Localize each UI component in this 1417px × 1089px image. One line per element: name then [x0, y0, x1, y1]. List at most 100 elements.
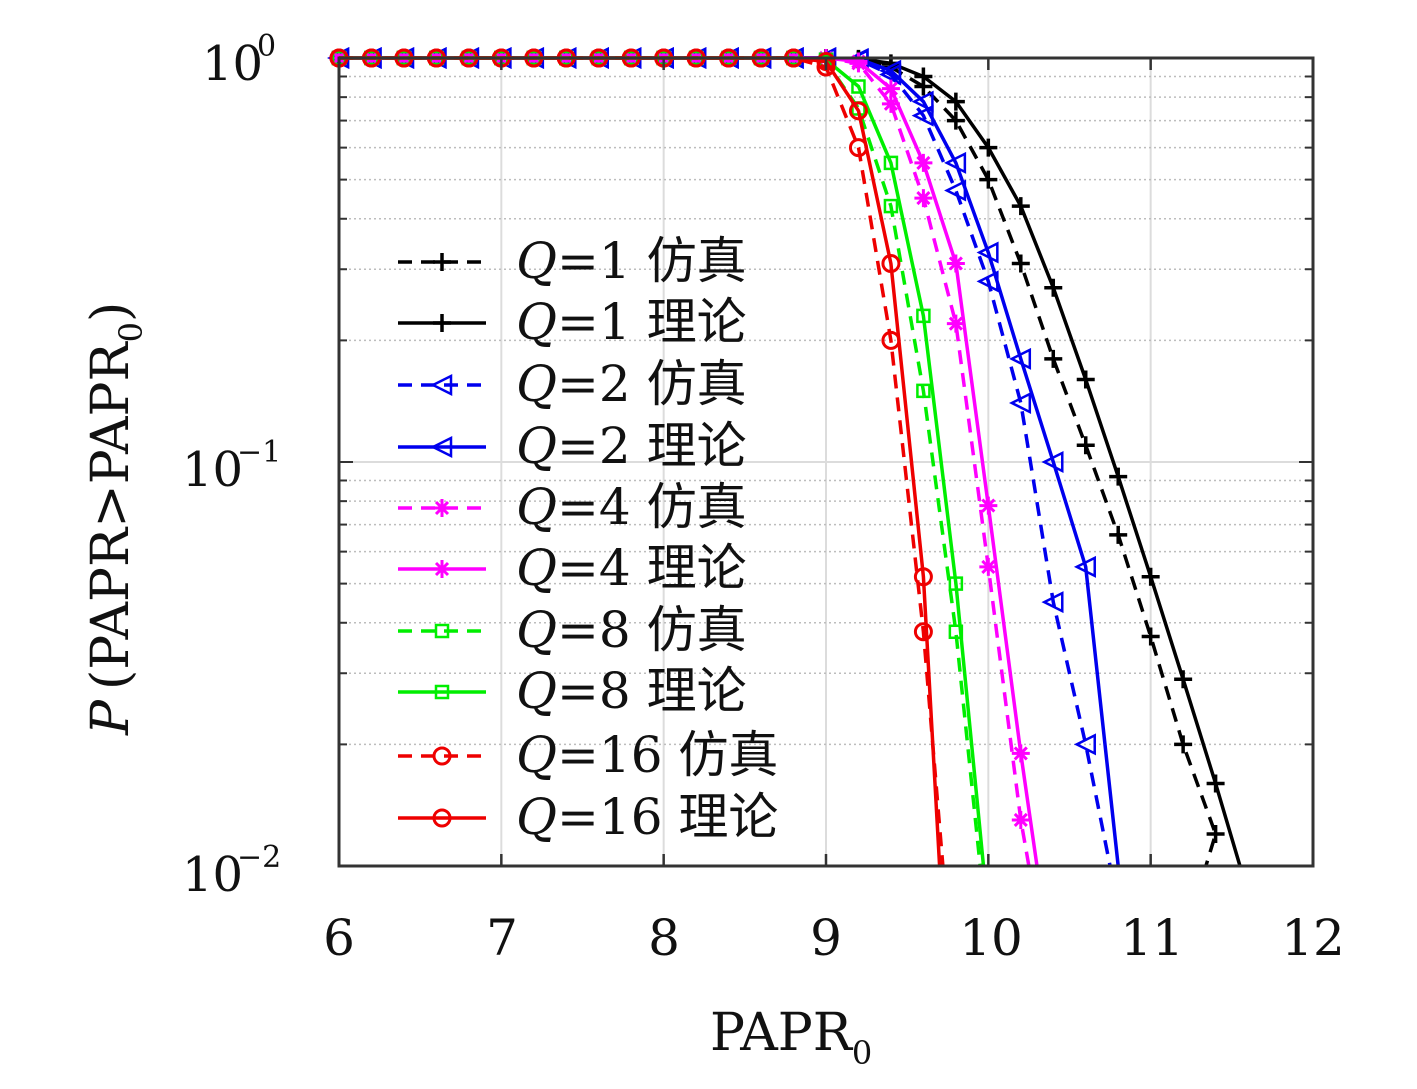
data-point-marker	[1076, 436, 1095, 455]
x-tick-label: 10	[959, 909, 1023, 967]
data-point-marker	[881, 253, 901, 273]
legend-label: Q=1 理论	[516, 293, 747, 351]
data-point-marker	[432, 808, 452, 828]
data-point-marker	[1009, 347, 1032, 370]
data-point-marker	[1011, 744, 1030, 763]
data-point-marker	[1073, 555, 1096, 578]
data-point-marker	[1011, 254, 1030, 273]
data-point-marker	[914, 67, 933, 86]
data-point-marker	[432, 746, 452, 766]
data-point-marker	[1041, 591, 1064, 614]
data-point-marker	[948, 576, 964, 591]
x-tick-label: 8	[648, 909, 680, 967]
data-point-marker	[848, 101, 868, 121]
data-point-marker	[433, 499, 451, 517]
data-point-marker	[851, 79, 866, 94]
legend-label: Q=8 理论	[516, 662, 747, 720]
data-point-marker	[946, 254, 965, 273]
data-point-marker	[979, 496, 998, 515]
legend-entry: Q=16 理论	[398, 788, 778, 846]
x-tick-label: 7	[486, 909, 518, 967]
data-point-marker	[1206, 825, 1225, 844]
y-tick-base: 10	[182, 442, 243, 498]
data-point-marker	[979, 170, 998, 189]
y-tick-exponent: −1	[237, 435, 281, 470]
legend-label: Q=4 仿真	[516, 478, 747, 536]
legend-label: Q=16 仿真	[516, 726, 778, 784]
data-point-marker	[976, 241, 999, 264]
data-point-marker	[913, 567, 933, 587]
data-point-marker	[879, 59, 902, 82]
data-point-marker	[883, 198, 899, 214]
data-point-marker	[433, 314, 451, 332]
data-point-marker	[916, 308, 931, 324]
series-line	[339, 56, 1112, 867]
data-point-marker	[433, 253, 451, 271]
legend-label: Q=8 仿真	[516, 601, 747, 659]
legend-entry: Q=4 仿真	[398, 478, 747, 536]
y-tick-base: 10	[202, 36, 263, 92]
y-tick-label: 10 −2	[182, 840, 281, 903]
legend-label: Q=2 理论	[516, 417, 747, 475]
legend-entry: Q=8 理论	[398, 662, 747, 720]
data-point-marker	[1206, 774, 1225, 793]
data-point-marker	[1141, 567, 1160, 586]
legend-entry: Q=16 仿真	[398, 726, 778, 784]
data-point-marker	[946, 92, 965, 111]
legend-entry: Q=1 理论	[398, 293, 747, 351]
y-tick-base: 10	[182, 847, 243, 903]
legend-entry: Q=8 仿真	[398, 601, 747, 659]
data-point-marker	[434, 623, 450, 639]
data-point-marker	[883, 155, 899, 171]
data-point-marker	[944, 151, 967, 174]
legend-label: Q=2 仿真	[516, 355, 747, 413]
data-point-marker	[916, 383, 931, 399]
data-point-marker	[430, 435, 453, 459]
data-point-marker	[914, 153, 933, 172]
data-point-marker	[434, 684, 450, 700]
data-point-marker	[1011, 810, 1030, 829]
data-point-marker	[979, 557, 998, 576]
y-tick-labels: 10 0 10 −1 10 −2	[182, 29, 281, 903]
data-point-marker	[1109, 467, 1128, 486]
data-point-marker	[1044, 278, 1063, 297]
legend-markers	[430, 253, 453, 828]
data-point-marker	[911, 90, 934, 113]
data-point-marker	[1009, 391, 1032, 414]
data-point-marker	[979, 138, 998, 157]
y-tick-label: 10 −1	[182, 435, 281, 498]
y-tick-label: 10 0	[202, 29, 276, 92]
x-tick-label: 6	[323, 909, 355, 967]
data-point-marker	[1044, 349, 1063, 368]
legend-entry: Q=2 仿真	[398, 355, 747, 413]
y-tick-exponent: −2	[237, 840, 281, 875]
data-point-marker	[946, 111, 965, 130]
data-point-marker	[1076, 370, 1095, 389]
legend-entry: Q=1 仿真	[398, 232, 747, 290]
data-point-marker	[914, 189, 933, 208]
legend-entry: Q=2 理论	[398, 417, 747, 475]
legend-label: Q=1 仿真	[516, 232, 747, 290]
data-point-marker	[1073, 733, 1096, 756]
data-point-marker	[1141, 627, 1160, 646]
data-point-marker	[913, 622, 933, 642]
y-axis-label: P(PAPR>PAPR0)	[81, 302, 150, 736]
data-point-marker	[1041, 450, 1064, 474]
data-point-marker	[1109, 525, 1128, 544]
data-point-marker	[430, 373, 453, 397]
x-tick-label: 11	[1120, 909, 1184, 967]
tick-marks	[337, 57, 1315, 867]
data-point-marker	[1011, 197, 1030, 216]
data-point-marker	[433, 560, 451, 578]
x-tick-label: 12	[1281, 909, 1345, 967]
data-point-marker	[881, 79, 900, 98]
data-point-marker	[946, 314, 965, 333]
y-tick-exponent: 0	[257, 29, 276, 64]
data-point-marker	[1174, 735, 1193, 754]
x-tick-label: 9	[810, 909, 842, 967]
data-point-marker	[1174, 670, 1193, 689]
data-point-marker	[881, 94, 900, 113]
data-point-marker	[849, 52, 868, 71]
